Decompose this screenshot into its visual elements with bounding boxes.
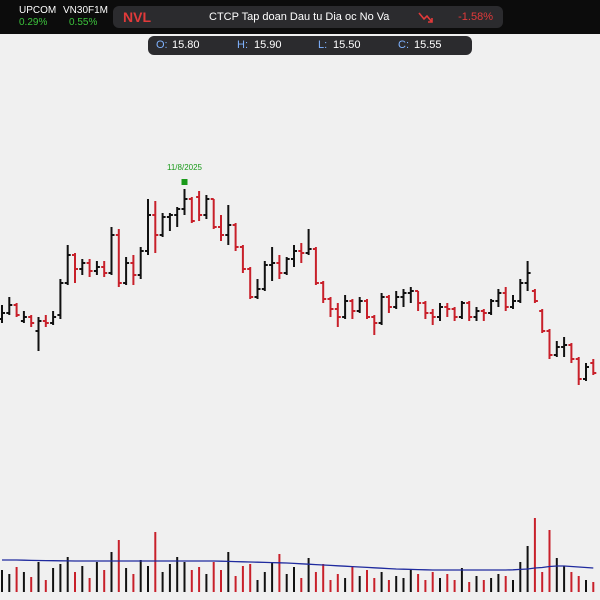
- ohlc-value: 15.55: [414, 39, 442, 51]
- symbol-change: -1.58%: [458, 11, 493, 23]
- index-change: 0.55%: [69, 17, 98, 28]
- trend-icon: [418, 12, 433, 23]
- index-name: VN30F1M: [63, 5, 109, 16]
- ohlc-box: O: 15.80 H: 15.90 L: 15.50 C: 15.55: [148, 36, 472, 55]
- ohlc-value: 15.80: [172, 39, 200, 51]
- index-item[interactable]: UPCOM 0.29%: [19, 5, 56, 29]
- ohlc-value: 15.50: [333, 39, 361, 51]
- company-name: CTCP Tap doan Dau tu Dia oc No Va: [209, 11, 390, 23]
- annotation-marker: [181, 179, 188, 185]
- symbol-box: NVL CTCP Tap doan Dau tu Dia oc No Va -1…: [113, 6, 503, 28]
- ohlc-label: H:: [237, 39, 248, 51]
- ohlc-label: L:: [318, 39, 328, 51]
- top-bar: UPCOM 0.29% VN30F1M 0.55% NVL CTCP Tap doa…: [0, 0, 600, 34]
- annotation-label: 11/8/2025: [167, 163, 203, 172]
- ohlc-label: C:: [398, 39, 409, 51]
- index-change: 0.29%: [19, 17, 48, 28]
- index-name: UPCOM: [19, 5, 57, 16]
- index-item[interactable]: VN30F1M 0.55%: [63, 5, 108, 29]
- ohlc-value: 15.90: [254, 39, 282, 51]
- volume-ma-line: [2, 559, 594, 571]
- symbol: NVL: [123, 9, 151, 25]
- ohlc-label: O:: [156, 39, 168, 51]
